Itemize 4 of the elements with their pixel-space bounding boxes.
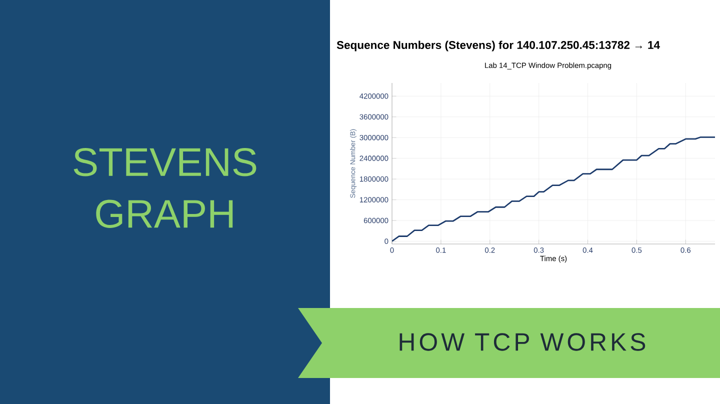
text: HOW TCP WORKS (400, 333, 646, 351)
line-series (392, 136, 716, 242)
text: STEVENS GRAPH (74, 148, 256, 228)
chart-title: Sequence Numbers (Stevens) for 140.107.250.45:13782 → 14 (336, 40, 660, 52)
